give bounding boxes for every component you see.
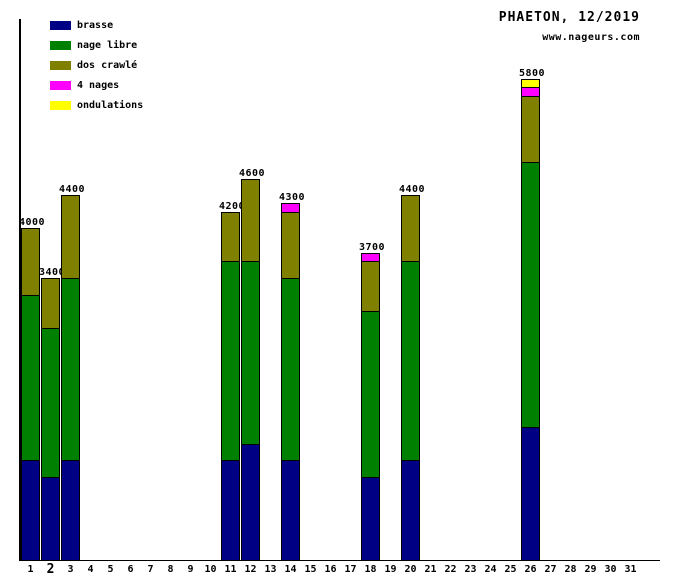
legend-label: nage libre [77, 39, 138, 51]
bar-segment-nage-libre [241, 261, 260, 444]
legend-item: ondulations [50, 95, 143, 115]
bar-segment-dos-crawle [361, 261, 380, 312]
x-axis-line [19, 560, 660, 561]
y-axis-line [19, 19, 21, 560]
bar-total-label: 4000 [19, 217, 46, 229]
x-tick-label: 23 [464, 564, 477, 575]
x-tick-label: 20 [404, 564, 417, 575]
bar-total-label: 5800 [519, 68, 546, 79]
x-tick-label: 22 [444, 564, 457, 575]
x-tick-label: 25 [504, 564, 517, 575]
bar-segment-nage-libre [521, 161, 540, 428]
bar-segment-nage-libre [41, 327, 60, 478]
x-tick-label: 15 [304, 564, 317, 575]
x-tick-label: 30 [604, 564, 617, 575]
legend-label: 4 nages [77, 79, 120, 91]
x-tick-label: 8 [167, 564, 174, 575]
bar-segment-nage-libre [221, 261, 240, 461]
x-tick-label: 14 [284, 564, 297, 575]
bar-segment-brasse [521, 427, 540, 560]
legend-swatch-quatre-nages [50, 80, 71, 90]
legend-item: brasse [50, 15, 143, 35]
x-tick-label: 9 [187, 564, 194, 575]
x-tick-label: 18 [364, 564, 377, 575]
bar-segment-brasse [221, 460, 240, 560]
bar-segment-nage-libre [61, 278, 80, 461]
x-tick-label: 27 [544, 564, 557, 575]
bar-segment-ondulations [521, 79, 540, 88]
bar-segment-brasse [401, 460, 420, 560]
legend-item: dos crawlé [50, 55, 143, 75]
bar-total-label: 3700 [359, 242, 386, 254]
bar-total-label: 4400 [399, 184, 426, 196]
legend: brasse nage libre dos crawlé 4 nages ondulat… [50, 15, 143, 115]
bar-segment-dos-crawle [281, 211, 300, 279]
bar-segment-dos-crawle [241, 178, 260, 262]
legend-label: dos crawlé [77, 59, 138, 71]
x-tick-label: 7 [147, 564, 154, 575]
bar-total-label: 4200 [219, 200, 246, 212]
legend-item: nage libre [50, 35, 143, 55]
x-tick-label: 31 [624, 564, 637, 575]
bar-segment-quatre-nages [281, 203, 300, 212]
bar-total-label: 4400 [59, 184, 86, 196]
x-tick-label: 24 [484, 564, 497, 575]
legend-swatch-nage-libre [50, 40, 71, 50]
bar-segment-brasse [21, 460, 40, 560]
bar-segment-dos-crawle [401, 195, 420, 262]
bar-total-label: 4600 [239, 167, 266, 179]
bar-segment-dos-crawle [61, 195, 80, 279]
x-tick-label: 12 [244, 564, 257, 575]
x-tick-label: 10 [204, 564, 217, 575]
website-label: www.nageurs.com [542, 32, 640, 43]
x-tick-label: 17 [344, 564, 357, 575]
bar-segment-quatre-nages [521, 87, 540, 96]
title-block: PHAETON, 12/2019 www.nageurs.com [499, 10, 640, 43]
bar-segment-brasse [241, 443, 260, 560]
bar-segment-nage-libre [21, 294, 40, 461]
bar-segment-nage-libre [361, 311, 380, 478]
bar-segment-quatre-nages [361, 253, 380, 262]
bar-segment-brasse [361, 477, 380, 560]
bar-total-label: 3400 [39, 267, 66, 279]
legend-swatch-brasse [50, 20, 71, 30]
x-tick-label: 1 [27, 564, 34, 575]
bar-segment-dos-crawle [521, 95, 540, 162]
x-tick-label: 6 [127, 564, 134, 575]
x-tick-label: 2 [46, 562, 55, 577]
x-tick-label: 5 [107, 564, 114, 575]
bar-segment-dos-crawle [21, 228, 40, 295]
x-tick-label: 28 [564, 564, 577, 575]
legend-label: ondulations [77, 99, 144, 111]
bar-total-label: 4300 [279, 192, 306, 204]
legend-label: brasse [77, 19, 114, 31]
chart-title: PHAETON, 12/2019 [498, 10, 640, 25]
bar-segment-nage-libre [281, 278, 300, 461]
x-tick-label: 29 [584, 564, 597, 575]
bar-segment-dos-crawle [221, 211, 240, 262]
legend-swatch-ondulations [50, 100, 71, 110]
x-tick-label: 4 [87, 564, 94, 575]
bar-segment-nage-libre [401, 261, 420, 461]
x-tick-label: 21 [424, 564, 437, 575]
x-tick-label: 19 [384, 564, 397, 575]
bar-segment-brasse [281, 460, 300, 560]
x-tick-label: 16 [324, 564, 337, 575]
bar-segment-brasse [41, 477, 60, 560]
x-tick-label: 11 [224, 564, 237, 575]
bar-segment-brasse [61, 460, 80, 560]
legend-swatch-dos-crawle [50, 60, 71, 70]
bar-segment-dos-crawle [41, 278, 60, 328]
x-tick-label: 13 [264, 564, 277, 575]
legend-item: 4 nages [50, 75, 143, 95]
x-tick-label: 26 [524, 564, 537, 575]
x-tick-label: 3 [67, 564, 74, 575]
